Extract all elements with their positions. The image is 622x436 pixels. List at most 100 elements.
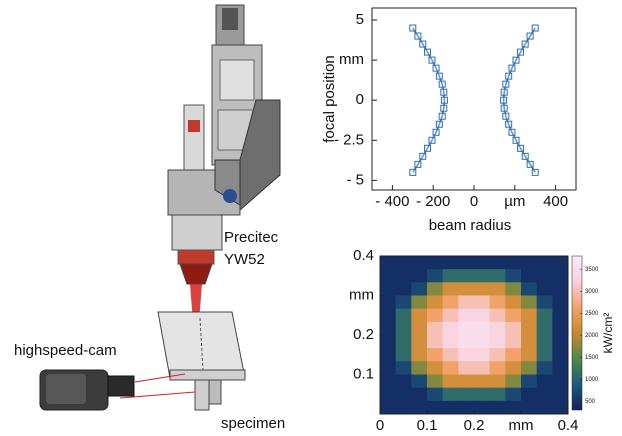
data-point [522, 41, 528, 47]
heatmap-cell [427, 256, 443, 270]
heatmap-cell [505, 348, 521, 362]
heatmap-cell [474, 401, 490, 415]
heatmap-cell [443, 322, 459, 336]
heatmap-cell [396, 401, 412, 415]
heatmap-cell [505, 375, 521, 389]
heatmap-cell [521, 256, 537, 270]
data-point [410, 25, 416, 31]
heatmap-cell [552, 269, 568, 283]
heatmap-cell [458, 375, 474, 389]
heatmap-cell [396, 282, 412, 296]
heatmap-cell [474, 282, 490, 296]
data-point [501, 105, 507, 111]
heatmap-cell [552, 361, 568, 375]
heatmap-cell [490, 309, 506, 323]
head-label: YW52 [224, 251, 265, 268]
y-tick-label: 0.2 [353, 326, 374, 343]
data-point [518, 145, 524, 151]
heatmap-cell [427, 269, 443, 283]
x-tick-label: 0.1 [417, 417, 438, 434]
heatmap-cell [490, 322, 506, 336]
heatmap-cell [474, 375, 490, 389]
heatmap-cell [380, 309, 396, 323]
heatmap-cell [380, 335, 396, 349]
plot-frame [372, 8, 576, 190]
heatmap-cell [427, 388, 443, 402]
x-tick-label: mm [509, 417, 534, 434]
data-point [410, 169, 416, 175]
heatmap-cell [443, 361, 459, 375]
heatmap-cell [443, 309, 459, 323]
heatmap-cell [396, 269, 412, 283]
heatmap-cell [505, 309, 521, 323]
x-tick-label: 0.2 [464, 417, 485, 434]
heatmap-cell [537, 388, 553, 402]
heatmap-cell [521, 348, 537, 362]
heatmap-cell [427, 335, 443, 349]
heatmap-cell [396, 322, 412, 336]
heatmap-cell [458, 335, 474, 349]
heatmap-cell [411, 335, 427, 349]
heatmap-cell [474, 309, 490, 323]
heatmap-cell [552, 296, 568, 310]
colorbar-tick-label: 2000 [585, 333, 599, 339]
figure: Precitec YW52 highspeed-cam specimen - 4… [0, 0, 622, 436]
y-tick-label: 5 [356, 11, 364, 28]
data-point [420, 41, 426, 47]
y-tick-label: 0.1 [353, 365, 374, 382]
colorbar-tick-label: 3500 [585, 267, 599, 273]
x-tick-label: - 400 [375, 193, 409, 210]
heatmap-cell [427, 309, 443, 323]
data-point [415, 33, 421, 39]
data-point [509, 65, 515, 71]
heatmap-cell [411, 348, 427, 362]
specimen-label: specimen [221, 415, 285, 432]
colorbar [572, 256, 582, 410]
heatmap-cell [505, 282, 521, 296]
data-point [441, 89, 447, 95]
heatmap-cell [458, 309, 474, 323]
heatmap-cell [396, 335, 412, 349]
x-tick-label: 0 [376, 417, 384, 434]
x-axis-label: beam radius [429, 217, 512, 234]
colorbar-label: kW/cm² [601, 313, 615, 354]
y-tick-label: mm [349, 286, 374, 303]
heatmap-cell [474, 296, 490, 310]
heatmap-cell [552, 401, 568, 415]
data-point [501, 97, 507, 103]
heatmap-cell [537, 348, 553, 362]
data-point [506, 73, 512, 79]
heatmap-cell [505, 322, 521, 336]
heatmap-cell [380, 282, 396, 296]
x-tick-label: 0.4 [558, 417, 579, 434]
heatmap-cell [490, 335, 506, 349]
heatmap-cell [427, 282, 443, 296]
heatmap-cell [505, 256, 521, 270]
heatmap-cell [521, 309, 537, 323]
x-tick-label: 400 [543, 193, 568, 210]
heatmap-cell [443, 256, 459, 270]
heatmap-cell [411, 269, 427, 283]
data-point [439, 113, 445, 119]
heatmap-cell [458, 296, 474, 310]
data-point [433, 65, 439, 71]
heatmap-cell [537, 335, 553, 349]
heatmap-cell [411, 361, 427, 375]
heatmap-cell [537, 256, 553, 270]
heatmap-cell [474, 361, 490, 375]
heatmap-cell [505, 296, 521, 310]
heatmap-cell [380, 296, 396, 310]
data-point [439, 81, 445, 87]
heatmap-cell [490, 282, 506, 296]
data-point [501, 89, 507, 95]
heatmap-cell [552, 348, 568, 362]
data-point [532, 25, 538, 31]
data-point [415, 161, 421, 167]
heatmap-cell [552, 256, 568, 270]
heatmap-cell [396, 309, 412, 323]
heatmap-cell [411, 309, 427, 323]
specimen-illustration [120, 312, 245, 410]
heatmap-cell [490, 269, 506, 283]
heatmap-cell [380, 269, 396, 283]
heatmap-cell [521, 322, 537, 336]
